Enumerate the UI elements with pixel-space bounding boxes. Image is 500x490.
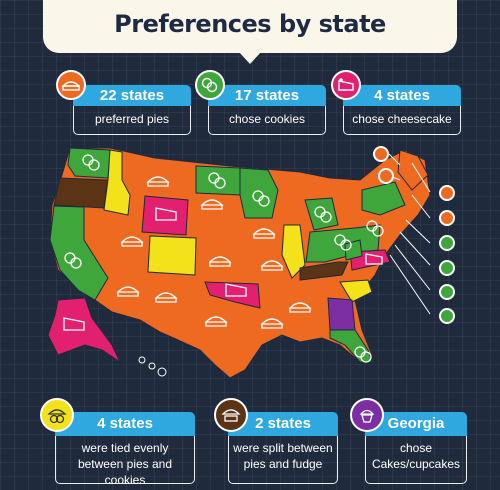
map-pie-icon [260,260,284,271]
state-colorado [147,235,197,276]
badge-northeast-cookie-2 [439,260,455,276]
map-cheesecake-icon [63,317,85,331]
card-pies: 22 states preferred pies [73,85,191,135]
map-pie-icon [200,199,224,210]
pie-and-cookie-icon [40,398,74,432]
map-cheesecake-icon [225,283,247,297]
map-cheesecake-icon [155,207,177,221]
map-cheesecake-icon [365,253,383,265]
badge-northeast-pie-2 [378,168,394,184]
map-pie-icon [120,236,144,247]
page-title: Preferences by state [114,10,386,38]
card-georgia-caption: chose Cakes/cupcakes [365,436,467,484]
state-florida [329,329,373,363]
map-pie-icon [208,256,232,267]
card-tied-caption-line1: were tied evenly [81,441,169,455]
card-cheesecake: 4 states chose cheesecake [343,85,461,135]
state-georgia [327,297,356,331]
card-cookies-headline: 17 states [208,85,326,106]
card-cheesecake-caption: chose cheesecake [343,106,461,135]
map-pie-icon [260,318,284,329]
title-banner [43,0,457,53]
card-pies-headline: 22 states [73,85,191,106]
pie-icon [56,70,86,100]
card-tied-caption-line2: between pies and cookies [77,457,173,487]
map-pie-icon [146,176,170,187]
state-west-virginia [344,239,363,261]
state-illinois [281,224,306,279]
card-cheesecake-headline: 4 states [343,85,461,106]
state-california [49,205,109,301]
card-tied-headline: 4 states [55,412,195,436]
state-new-york [361,181,406,216]
state-south-carolina [339,279,373,303]
map-pie-icon [154,292,178,303]
card-tied-caption: were tied evenly between pies and cookie… [55,436,195,487]
badge-northeast-pie-4 [439,210,455,226]
card-tied: 4 states were tied evenly between pies a… [55,412,195,487]
map-pie-icon [116,286,140,297]
map-pie-icon [204,316,228,327]
card-georgia-caption-line1: chose [399,441,433,455]
state-wyoming [141,195,189,236]
card-split-caption-line1: were split between [233,441,333,455]
state-minnesota [239,167,279,219]
state-oregon [53,177,109,209]
map-pie-icon [252,228,276,239]
card-cookies-caption: chose cookies [208,106,326,135]
badge-northeast-pie-1 [373,146,389,162]
card-pies-caption: preferred pies [73,106,191,135]
card-split-caption-line2: pies and fudge [243,457,323,471]
map-pie-icon [288,302,312,313]
badge-northeast-cookie-3 [439,284,455,300]
card-cookies: 17 states chose cookies [208,85,326,135]
card-split-headline: 2 states [228,412,338,436]
card-georgia-caption-line2: Cakes/cupcakes [371,457,461,471]
card-split-caption: were split between pies and fudge [228,436,338,484]
cookies-icon [195,70,225,100]
state-hawaii [138,356,167,377]
badge-northeast-pie-3 [439,185,455,201]
pie-and-fudge-icon [214,398,248,432]
badge-northeast-cookie-4 [439,308,455,324]
title-pointer [238,51,262,64]
cheesecake-icon [331,70,361,100]
card-split: 2 states were split between pies and fud… [228,412,338,484]
state-maine [397,149,429,191]
state-idaho [103,149,131,216]
badge-northeast-cookie-1 [439,235,455,251]
cupcake-icon [350,398,384,432]
state-kentucky [299,261,349,281]
